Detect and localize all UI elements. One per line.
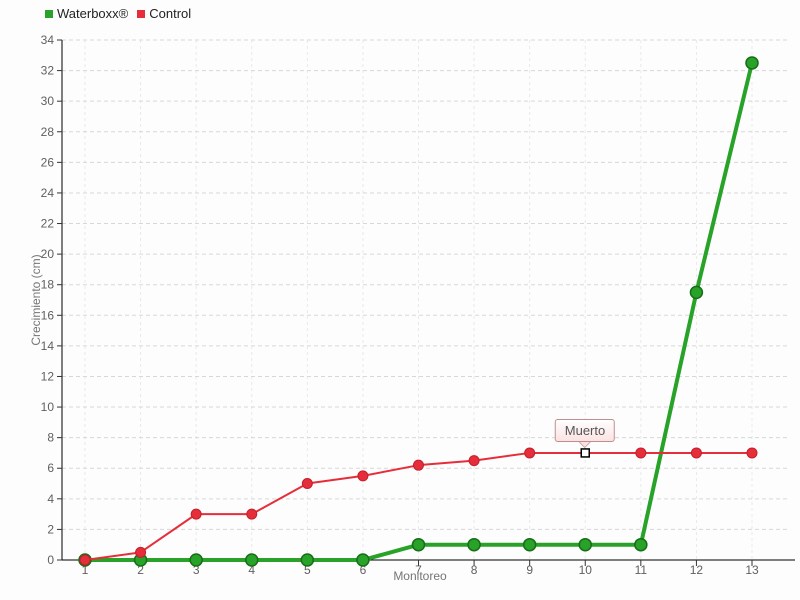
chart-legend: Waterboxx® Control bbox=[45, 6, 200, 21]
x-axis-title: Monitoreo bbox=[393, 569, 447, 583]
control-data-point[interactable] bbox=[413, 459, 424, 471]
control-data-point[interactable] bbox=[690, 447, 702, 459]
x-tick-label: 2 bbox=[137, 563, 144, 577]
x-tick-label: 1 bbox=[82, 563, 89, 577]
y-tick-label: 30 bbox=[41, 94, 55, 108]
control-data-point[interactable] bbox=[301, 478, 313, 490]
waterboxx-data-point[interactable] bbox=[245, 553, 259, 567]
x-tick-label: 8 bbox=[471, 563, 478, 577]
control-data-point[interactable] bbox=[746, 447, 758, 459]
y-tick-label: 16 bbox=[41, 308, 55, 322]
x-tick-label: 4 bbox=[248, 563, 255, 577]
legend-item-waterboxx[interactable]: Waterboxx® bbox=[45, 6, 128, 21]
y-tick-label: 10 bbox=[41, 400, 55, 414]
waterboxx-data-point[interactable] bbox=[356, 553, 370, 567]
y-tick-label: 22 bbox=[41, 217, 55, 231]
y-tick-label: 14 bbox=[41, 339, 55, 353]
y-tick-label: 0 bbox=[47, 553, 54, 567]
y-tick-label: 18 bbox=[41, 278, 55, 292]
control-swatch-icon bbox=[137, 9, 146, 18]
x-tick-label: 11 bbox=[635, 563, 648, 577]
control-data-point[interactable] bbox=[468, 455, 480, 467]
y-tick-label: 8 bbox=[47, 431, 54, 445]
y-tick-label: 2 bbox=[47, 522, 54, 536]
control-data-point[interactable] bbox=[79, 554, 91, 566]
y-tick-label: 26 bbox=[41, 155, 55, 169]
waterboxx-swatch-icon bbox=[45, 9, 53, 18]
x-tick-label: 7 bbox=[415, 563, 422, 577]
y-tick-label: 28 bbox=[41, 125, 55, 139]
x-tick-label: 12 bbox=[690, 563, 704, 577]
y-tick-label: 34 bbox=[41, 33, 55, 47]
x-tick-label: 3 bbox=[193, 563, 200, 577]
x-tick-label: 6 bbox=[360, 563, 367, 577]
y-axis-title: Crecimiento (cm) bbox=[29, 254, 43, 346]
x-tick-label: 13 bbox=[745, 563, 759, 577]
control-data-point[interactable] bbox=[190, 508, 202, 520]
control-data-point[interactable] bbox=[357, 470, 369, 482]
y-tick-label: 20 bbox=[41, 247, 55, 261]
waterboxx-data-point[interactable] bbox=[522, 537, 537, 552]
waterboxx-data-point[interactable] bbox=[745, 56, 759, 70]
control-data-point[interactable] bbox=[524, 447, 536, 459]
y-tick-label: 24 bbox=[41, 186, 55, 200]
waterboxx-data-point[interactable] bbox=[689, 285, 704, 300]
control-data-point[interactable] bbox=[635, 447, 647, 459]
legend-label-control: Control bbox=[149, 6, 192, 21]
y-tick-label: 6 bbox=[47, 461, 54, 475]
waterboxx-data-point[interactable] bbox=[300, 553, 315, 567]
y-tick-label: 12 bbox=[41, 369, 55, 383]
waterboxx-data-point[interactable] bbox=[578, 537, 592, 552]
x-tick-label: 9 bbox=[526, 563, 533, 577]
waterboxx-data-point[interactable] bbox=[467, 537, 481, 552]
control-data-point[interactable] bbox=[135, 546, 147, 558]
control-data-point[interactable] bbox=[246, 508, 258, 520]
legend-label-waterboxx: Waterboxx® bbox=[57, 6, 129, 21]
x-tick-label: 5 bbox=[304, 563, 311, 577]
legend-item-control[interactable]: Control bbox=[137, 6, 191, 21]
waterboxx-data-point[interactable] bbox=[634, 537, 648, 552]
waterboxx-data-point[interactable] bbox=[189, 553, 203, 567]
x-tick-label: 10 bbox=[579, 563, 593, 577]
y-tick-label: 4 bbox=[47, 492, 54, 506]
muerto-tooltip: Muerto bbox=[554, 419, 616, 442]
waterboxx-data-point[interactable] bbox=[411, 537, 426, 552]
y-tick-label: 32 bbox=[41, 64, 55, 78]
